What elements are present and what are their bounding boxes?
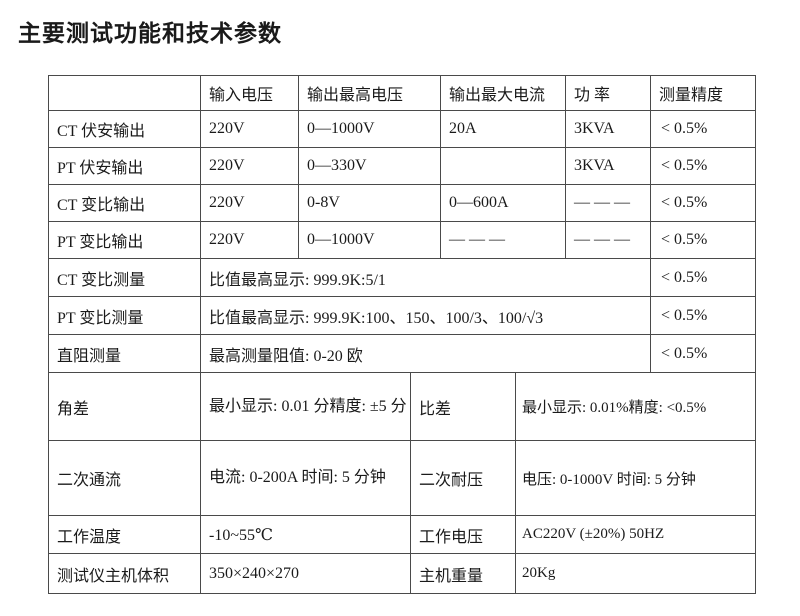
row-sublabel: 比差 [410, 372, 516, 441]
cell-value2: AC220V (±20%) 50HZ [515, 515, 756, 554]
cell-value: 最小显示: 0.01 分精度: ±5 分 [200, 372, 411, 441]
cell-accuracy: < 0.5% [650, 147, 756, 185]
row-label: CT 变比输出 [48, 184, 201, 222]
cell-power: — — — [565, 221, 651, 259]
spec-table-top: 输入电压 输出最高电压 输出最大电流 功 率 测量精度 CT 伏安输出 220V… [48, 75, 756, 259]
cell-max-current: — — — [440, 221, 566, 259]
cell-max-voltage: 0—1000V [298, 221, 441, 259]
table-row: 测试仪主机体积 350×240×270 主机重量 20Kg [48, 553, 756, 594]
header-power: 功 率 [565, 75, 651, 111]
table-row: PT 伏安输出 220V 0—330V 3KVA < 0.5% [48, 147, 756, 185]
row-label: 直阻测量 [48, 334, 201, 373]
cell-accuracy: < 0.5% [650, 334, 756, 373]
cell-input-voltage: 220V [200, 184, 299, 222]
cell-value: 电流: 0-200A 时间: 5 分钟 [200, 440, 411, 516]
cell-input-voltage: 220V [200, 110, 299, 148]
cell-max-current [440, 147, 566, 185]
cell-value2: 20Kg [515, 553, 756, 594]
cell-max-voltage: 0—330V [298, 147, 441, 185]
row-sublabel: 工作电压 [410, 515, 516, 554]
table-row: CT 变比测量 比值最高显示: 999.9K:5/1 < 0.5% [48, 258, 756, 297]
header-max-output-current: 输出最大电流 [440, 75, 566, 111]
cell-accuracy: < 0.5% [650, 110, 756, 148]
row-label: 测试仪主机体积 [48, 553, 201, 594]
table-row: PT 变比输出 220V 0—1000V — — — — — — < 0.5% [48, 221, 756, 259]
cell-power: 3KVA [565, 147, 651, 185]
spec-table: 输入电压 输出最高电压 输出最大电流 功 率 测量精度 CT 伏安输出 220V… [48, 75, 757, 594]
cell-value: -10~55℃ [200, 515, 411, 554]
cell-accuracy: < 0.5% [650, 184, 756, 222]
table-row: 角差 最小显示: 0.01 分精度: ±5 分 比差 最小显示: 0.01%精度… [48, 372, 756, 441]
header-accuracy: 测量精度 [650, 75, 756, 111]
row-label: 工作温度 [48, 515, 201, 554]
table-row: 二次通流 电流: 0-200A 时间: 5 分钟 二次耐压 电压: 0-1000… [48, 440, 756, 516]
table-row: PT 变比测量 比值最高显示: 999.9K:100、150、100/3、100… [48, 296, 756, 335]
row-label: PT 伏安输出 [48, 147, 201, 185]
row-label: CT 伏安输出 [48, 110, 201, 148]
cell-value: 最高测量阻值: 0-20 欧 [200, 334, 651, 373]
header-row: 输入电压 输出最高电压 输出最大电流 功 率 测量精度 [48, 75, 756, 111]
cell-max-voltage: 0-8V [298, 184, 441, 222]
spec-table-middle: CT 变比测量 比值最高显示: 999.9K:5/1 < 0.5% PT 变比测… [48, 258, 756, 373]
page-title: 主要测试功能和技术参数 [18, 21, 282, 46]
header-blank [48, 75, 201, 111]
row-sublabel: 主机重量 [410, 553, 516, 594]
cell-max-current: 0—600A [440, 184, 566, 222]
row-sublabel: 二次耐压 [410, 440, 516, 516]
table-row: CT 变比输出 220V 0-8V 0—600A — — — < 0.5% [48, 184, 756, 222]
cell-accuracy: < 0.5% [650, 258, 756, 297]
cell-value2: 电压: 0-1000V 时间: 5 分钟 [515, 440, 756, 516]
cell-value: 比值最高显示: 999.9K:5/1 [200, 258, 651, 297]
cell-input-voltage: 220V [200, 221, 299, 259]
row-label: 二次通流 [48, 440, 201, 516]
row-label: PT 变比输出 [48, 221, 201, 259]
row-label: CT 变比测量 [48, 258, 201, 297]
table-row: CT 伏安输出 220V 0—1000V 20A 3KVA < 0.5% [48, 110, 756, 148]
cell-power: 3KVA [565, 110, 651, 148]
cell-value: 350×240×270 [200, 553, 411, 594]
cell-accuracy: < 0.5% [650, 296, 756, 335]
row-label: PT 变比测量 [48, 296, 201, 335]
cell-input-voltage: 220V [200, 147, 299, 185]
row-label: 角差 [48, 372, 201, 441]
cell-accuracy: < 0.5% [650, 221, 756, 259]
cell-value2: 最小显示: 0.01%精度: <0.5% [515, 372, 756, 441]
spec-table-bottom: 角差 最小显示: 0.01 分精度: ±5 分 比差 最小显示: 0.01%精度… [48, 372, 756, 594]
header-max-output-voltage: 输出最高电压 [298, 75, 441, 111]
cell-max-current: 20A [440, 110, 566, 148]
cell-max-voltage: 0—1000V [298, 110, 441, 148]
table-row: 直阻测量 最高测量阻值: 0-20 欧 < 0.5% [48, 334, 756, 373]
header-input-voltage: 输入电压 [200, 75, 299, 111]
cell-value: 比值最高显示: 999.9K:100、150、100/3、100/√3 [200, 296, 651, 335]
table-row: 工作温度 -10~55℃ 工作电压 AC220V (±20%) 50HZ [48, 515, 756, 554]
cell-power: — — — [565, 184, 651, 222]
